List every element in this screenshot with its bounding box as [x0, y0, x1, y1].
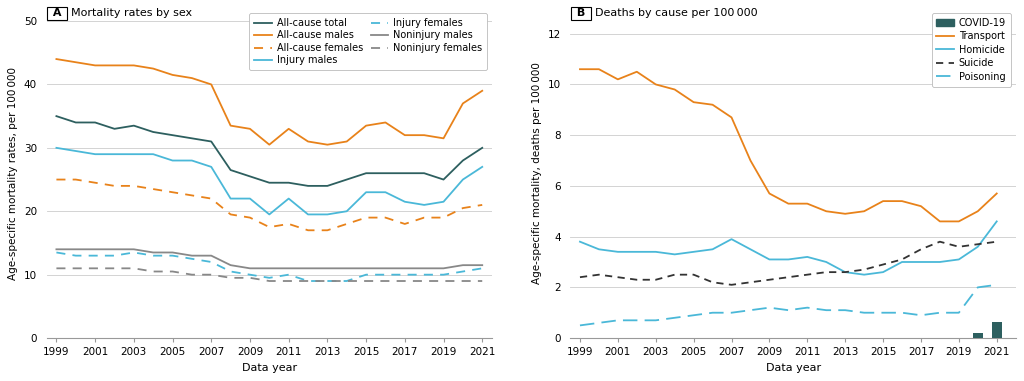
Text: B: B	[572, 8, 589, 18]
Y-axis label: Age-specific mortality rates, per 100 000: Age-specific mortality rates, per 100 00…	[8, 67, 18, 280]
Bar	[973, 333, 983, 338]
Y-axis label: Age-specific mortality, deaths per 100 000: Age-specific mortality, deaths per 100 0…	[532, 62, 542, 284]
Legend: COVID-19, Transport, Homicide, Suicide, Poisoning: COVID-19, Transport, Homicide, Suicide, …	[932, 13, 1011, 86]
Legend: All-cause total, All-cause males, All-cause females, Injury males, Injury female: All-cause total, All-cause males, All-ca…	[250, 13, 487, 70]
Bar	[991, 322, 1001, 338]
Text: A: A	[49, 8, 66, 18]
X-axis label: Data year: Data year	[766, 363, 820, 373]
X-axis label: Data year: Data year	[242, 363, 297, 373]
Text: Deaths by cause per 100 000: Deaths by cause per 100 000	[595, 8, 758, 18]
Text: Mortality rates by sex: Mortality rates by sex	[72, 8, 193, 18]
